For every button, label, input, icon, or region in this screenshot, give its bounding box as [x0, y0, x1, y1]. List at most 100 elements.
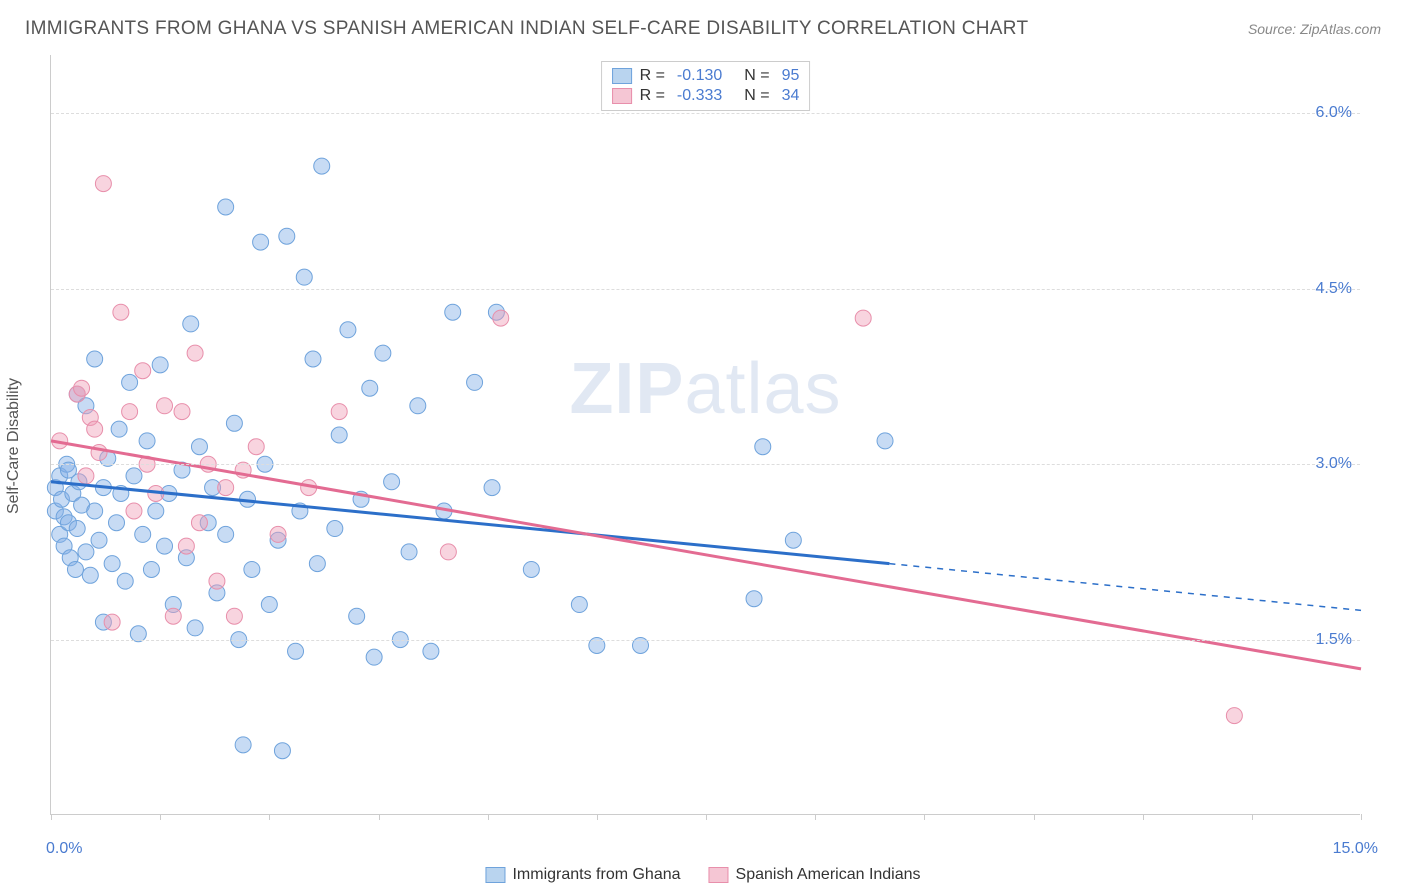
- y-tick-label: 3.0%: [1316, 455, 1352, 473]
- x-tick: [51, 814, 52, 820]
- x-tick: [597, 814, 598, 820]
- scatter-point: [309, 556, 325, 572]
- y-axis-title: Self-Care Disability: [5, 378, 23, 514]
- grid-line: [51, 640, 1360, 641]
- scatter-point: [855, 310, 871, 326]
- regression-line-dashed: [889, 564, 1361, 611]
- y-tick-label: 1.5%: [1316, 631, 1352, 649]
- scatter-point: [218, 480, 234, 496]
- grid-line: [51, 464, 1360, 465]
- scatter-point: [78, 468, 94, 484]
- scatter-point: [143, 561, 159, 577]
- legend-swatch-ghana: [612, 68, 632, 84]
- scatter-point: [349, 608, 365, 624]
- legend-n-val-2: 34: [782, 87, 800, 105]
- legend-top-row-1: R = -0.130 N = 95: [612, 66, 800, 86]
- legend-r-label-1: R =: [640, 67, 665, 85]
- x-tick: [160, 814, 161, 820]
- scatter-point: [1226, 708, 1242, 724]
- scatter-point: [135, 363, 151, 379]
- scatter-point: [69, 521, 85, 537]
- scatter-point: [270, 526, 286, 542]
- scatter-point: [95, 176, 111, 192]
- scatter-point: [314, 158, 330, 174]
- scatter-point: [87, 351, 103, 367]
- scatter-point: [126, 503, 142, 519]
- scatter-point: [165, 608, 181, 624]
- x-tick: [1252, 814, 1253, 820]
- legend-bottom-swatch-spanish: [709, 867, 729, 883]
- scatter-point: [78, 544, 94, 560]
- scatter-point: [296, 269, 312, 285]
- scatter-point: [191, 439, 207, 455]
- scatter-point: [375, 345, 391, 361]
- scatter-point: [366, 649, 382, 665]
- scatter-point: [74, 380, 90, 396]
- scatter-point: [274, 743, 290, 759]
- scatter-point: [467, 374, 483, 390]
- scatter-point: [87, 421, 103, 437]
- scatter-point: [340, 322, 356, 338]
- x-tick: [379, 814, 380, 820]
- scatter-point: [226, 415, 242, 431]
- scatter-point: [253, 234, 269, 250]
- x-max-label: 15.0%: [1333, 840, 1378, 858]
- legend-n-label-2: N =: [744, 87, 769, 105]
- x-tick: [1034, 814, 1035, 820]
- scatter-point: [117, 573, 133, 589]
- scatter-point: [109, 515, 125, 531]
- scatter-point: [279, 228, 295, 244]
- scatter-point: [410, 398, 426, 414]
- scatter-point: [746, 591, 762, 607]
- grid-line: [51, 289, 1360, 290]
- scatter-point: [152, 357, 168, 373]
- scatter-point: [261, 597, 277, 613]
- scatter-point: [122, 404, 138, 420]
- legend-r-label-2: R =: [640, 87, 665, 105]
- scatter-point: [113, 304, 129, 320]
- legend-n-val-1: 95: [782, 67, 800, 85]
- scatter-point: [122, 374, 138, 390]
- scatter-point: [139, 433, 155, 449]
- scatter-point: [248, 439, 264, 455]
- legend-bottom-label-ghana: Immigrants from Ghana: [512, 866, 680, 884]
- x-min-label: 0.0%: [46, 840, 82, 858]
- plot-area: ZIPatlas R = -0.130 N = 95 R = -0.333 N …: [50, 55, 1360, 815]
- scatter-point: [493, 310, 509, 326]
- x-tick: [269, 814, 270, 820]
- chart-title: IMMIGRANTS FROM GHANA VS SPANISH AMERICA…: [25, 18, 1028, 40]
- scatter-point: [157, 538, 173, 554]
- scatter-point: [111, 421, 127, 437]
- x-tick: [924, 814, 925, 820]
- scatter-point: [187, 620, 203, 636]
- y-tick-label: 6.0%: [1316, 104, 1352, 122]
- scatter-point: [401, 544, 417, 560]
- scatter-point: [126, 468, 142, 484]
- scatter-point: [135, 526, 151, 542]
- legend-bottom-item-spanish: Spanish American Indians: [709, 866, 921, 884]
- legend-swatch-spanish: [612, 88, 632, 104]
- scatter-point: [174, 404, 190, 420]
- x-tick: [706, 814, 707, 820]
- scatter-point: [218, 199, 234, 215]
- scatter-point: [91, 532, 107, 548]
- source-label: Source: ZipAtlas.com: [1248, 21, 1381, 37]
- scatter-point: [104, 556, 120, 572]
- scatter-point: [445, 304, 461, 320]
- scatter-point: [362, 380, 378, 396]
- scatter-point: [157, 398, 173, 414]
- scatter-point: [331, 404, 347, 420]
- scatter-point: [209, 573, 225, 589]
- scatter-point: [327, 521, 343, 537]
- legend-r-val-2: -0.333: [677, 87, 722, 105]
- scatter-point: [440, 544, 456, 560]
- scatter-point: [384, 474, 400, 490]
- legend-top-row-2: R = -0.333 N = 34: [612, 86, 800, 106]
- scatter-point: [87, 503, 103, 519]
- scatter-point: [183, 316, 199, 332]
- scatter-point: [187, 345, 203, 361]
- scatter-point: [244, 561, 260, 577]
- scatter-point: [191, 515, 207, 531]
- legend-bottom: Immigrants from Ghana Spanish American I…: [485, 866, 920, 884]
- scatter-point: [877, 433, 893, 449]
